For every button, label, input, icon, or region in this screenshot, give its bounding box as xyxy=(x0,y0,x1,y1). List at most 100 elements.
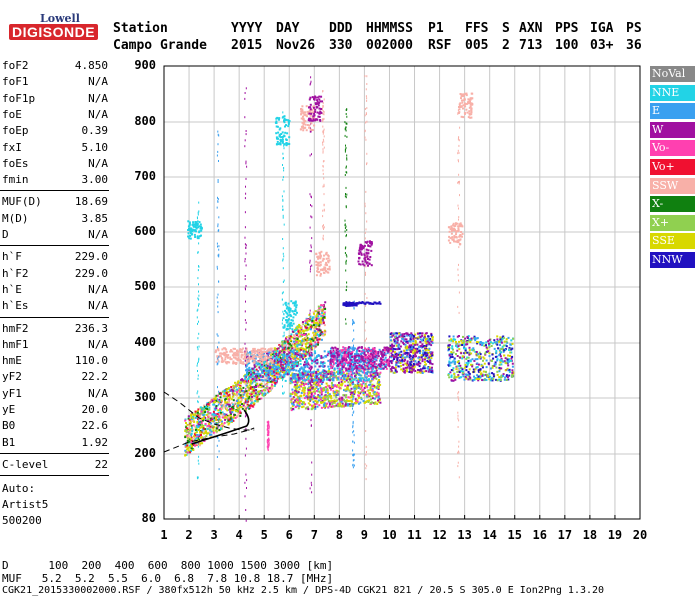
echo-dot xyxy=(331,387,334,390)
echo-dot xyxy=(306,338,309,341)
echo-dot xyxy=(262,379,265,382)
echo-dot xyxy=(415,362,418,365)
echo-dot xyxy=(428,356,431,359)
echo-dot xyxy=(246,370,249,373)
echo-dot xyxy=(376,357,379,359)
echo-dot xyxy=(281,344,283,347)
echo-dot xyxy=(304,349,307,352)
echo-dot xyxy=(369,362,372,365)
param-value: 229.0 xyxy=(74,266,108,280)
echo-dot xyxy=(448,360,451,363)
echo-dot xyxy=(196,436,199,439)
echo-dot xyxy=(265,352,268,355)
echo-dot xyxy=(284,338,287,341)
echo-dot xyxy=(317,370,320,373)
echo-dot xyxy=(423,334,426,337)
echo-dot xyxy=(460,370,463,372)
echo-dot xyxy=(308,381,311,384)
echo-dot xyxy=(449,356,452,359)
echo-dot xyxy=(185,448,188,451)
echo-dot xyxy=(273,374,276,377)
echo-dot xyxy=(343,362,346,365)
echo-dot xyxy=(308,342,311,345)
echo-dot xyxy=(316,359,319,361)
echo-dot xyxy=(311,326,314,329)
echo-dot xyxy=(299,353,302,356)
echo-dot xyxy=(207,418,210,421)
echo-dot xyxy=(345,389,348,392)
echo-dot xyxy=(355,366,358,369)
echo-dot xyxy=(389,347,392,350)
echo-dot xyxy=(512,337,515,340)
echo-dot xyxy=(475,337,478,340)
echo-dot xyxy=(324,391,327,394)
echo-dot xyxy=(313,327,316,330)
echo-dot xyxy=(382,367,385,370)
echo-dot xyxy=(238,386,241,388)
echo-dot xyxy=(328,369,330,372)
echo-dot xyxy=(421,360,424,363)
echo-dot xyxy=(273,355,276,358)
echo-dot xyxy=(297,391,300,394)
echo-dot xyxy=(389,346,392,348)
echo-dot xyxy=(298,332,300,335)
echo-dot xyxy=(191,445,193,448)
echo-dot xyxy=(229,420,232,423)
echo-dot xyxy=(488,355,491,358)
echo-dot xyxy=(478,375,481,378)
echo-dot xyxy=(284,366,287,368)
echo-dot xyxy=(498,376,501,379)
echo-dot xyxy=(508,360,510,363)
echo-dot xyxy=(261,365,264,368)
echo-dot xyxy=(287,342,290,344)
echo-dot xyxy=(251,373,254,376)
echo-dot xyxy=(310,358,313,361)
echo-dot xyxy=(209,427,212,429)
echo-dot xyxy=(291,351,294,354)
echo-dot xyxy=(390,335,393,338)
echo-dot xyxy=(406,366,409,369)
echo-dot xyxy=(206,408,209,410)
echo-dot xyxy=(319,329,322,332)
echo-dot xyxy=(360,398,363,401)
echo-dot xyxy=(314,357,316,360)
echo-dot xyxy=(405,347,408,350)
echo-dot xyxy=(198,413,201,415)
echo-dot xyxy=(290,407,293,410)
echo-dot xyxy=(450,338,453,341)
echo-dot xyxy=(392,347,395,350)
echo-dot xyxy=(255,379,258,382)
echo-dot xyxy=(396,339,399,342)
echo-dot xyxy=(403,339,406,342)
echo-dot xyxy=(341,369,344,372)
echo-dot xyxy=(381,353,384,356)
echo-dot xyxy=(364,382,367,385)
echo-dot xyxy=(349,352,352,354)
echo-dot xyxy=(347,368,350,370)
echo-dot xyxy=(371,397,374,400)
echo-dot xyxy=(316,339,319,342)
echo-dot xyxy=(273,377,276,380)
echo-dot xyxy=(345,379,348,382)
echo-dot xyxy=(228,418,231,421)
echo-dot xyxy=(303,353,306,356)
echo-dot xyxy=(299,348,302,351)
echo-dot xyxy=(343,378,346,381)
echo-dot xyxy=(372,357,375,360)
echo-dot xyxy=(377,363,380,366)
echo-dot xyxy=(315,315,318,318)
echo-dot xyxy=(311,319,314,322)
echo-dot xyxy=(383,354,385,357)
echo-dot xyxy=(307,328,310,331)
header-label-1: YYYY xyxy=(231,21,263,36)
echo-dot xyxy=(460,367,463,369)
echo-dot xyxy=(302,388,305,391)
echo-dot xyxy=(457,365,460,368)
echo-dot xyxy=(416,351,419,354)
echo-dot xyxy=(371,356,374,359)
echo-dot xyxy=(393,338,396,341)
echo-dot xyxy=(316,362,319,365)
echo-dot xyxy=(302,373,305,376)
echo-dot xyxy=(340,378,343,381)
echo-dot xyxy=(260,397,263,400)
